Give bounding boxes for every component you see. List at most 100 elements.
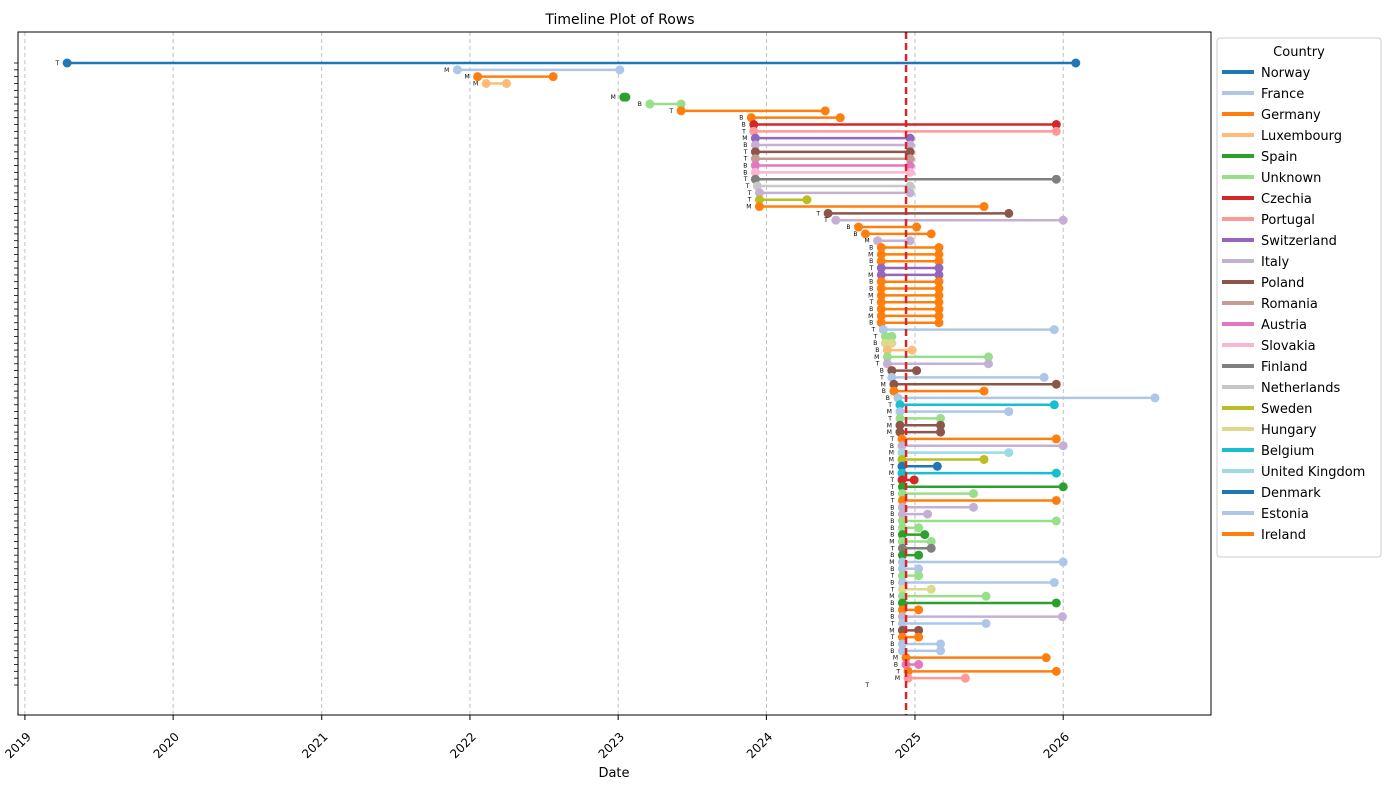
row-start-marker — [897, 495, 907, 505]
row-start-marker — [876, 277, 886, 287]
row-start-marker — [897, 482, 907, 492]
timeline-row: B — [890, 646, 946, 656]
timeline-row: M — [893, 653, 1051, 663]
legend-entry-label: Poland — [1261, 276, 1304, 291]
row-start-marker — [880, 338, 890, 348]
row-start-marker — [897, 502, 907, 512]
row-label: T — [741, 128, 746, 135]
row-start-marker — [854, 222, 864, 232]
row-label: B — [846, 224, 850, 231]
row-label: M — [611, 94, 616, 101]
timeline-row: B — [875, 345, 917, 355]
legend-entry-label: Germany — [1261, 108, 1321, 123]
timeline-row: T — [889, 434, 1061, 444]
row-start-marker — [889, 386, 899, 396]
row-end-marker — [1058, 482, 1068, 492]
timeline-row: M — [611, 92, 631, 102]
row-label: M — [868, 313, 873, 320]
legend-box — [1216, 37, 1382, 558]
x-axis-label: Date — [598, 766, 629, 781]
legend: Country Norway France Germany Luxembourg Spai… — [1216, 37, 1382, 558]
row-start-marker — [452, 65, 462, 75]
timeline-row: M — [868, 270, 944, 280]
row-start-marker — [754, 188, 764, 198]
row-label: B — [890, 511, 894, 518]
plot-frame — [17, 31, 1212, 716]
row-end-marker — [934, 256, 944, 266]
timeline-row: B — [869, 318, 944, 328]
row-end-marker — [905, 188, 915, 198]
row-end-marker — [979, 202, 989, 212]
row-end-marker — [926, 543, 936, 553]
timeline-row: T — [890, 495, 1061, 505]
timeline-row: B — [880, 366, 922, 376]
row-start-marker — [882, 345, 892, 355]
row-end-marker — [1058, 215, 1068, 225]
timeline-row: T — [668, 106, 830, 116]
row-label: B — [890, 579, 894, 586]
legend-entry-label: Austria — [1261, 318, 1307, 333]
timeline-row: B — [869, 243, 944, 253]
timeline-row: M — [868, 311, 944, 321]
row-start-marker — [897, 632, 907, 642]
row-end-marker — [979, 454, 989, 464]
row-end-marker — [932, 461, 942, 471]
row-label: T — [815, 210, 820, 217]
row-label: B — [875, 347, 879, 354]
row-end-marker — [914, 625, 924, 635]
timeline-row: M — [473, 79, 511, 89]
row-label: B — [890, 648, 894, 655]
row-end-marker — [934, 297, 944, 307]
row-end-marker — [934, 290, 944, 300]
legend-entry-label: France — [1261, 87, 1304, 102]
row-label: T — [823, 217, 828, 224]
row-label: T — [747, 190, 752, 197]
row-start-marker — [897, 454, 907, 464]
row-end-marker — [1051, 379, 1061, 389]
timeline-row: T — [887, 400, 1059, 410]
row-start-marker — [754, 202, 764, 212]
row-end-marker — [1051, 468, 1061, 478]
legend-entry-label: Switzerland — [1261, 234, 1337, 249]
legend-entry-label: Luxembourg — [1261, 129, 1342, 144]
timeline-row: T — [743, 154, 915, 164]
row-label: B — [890, 641, 894, 648]
row-start-marker — [876, 318, 886, 328]
timeline-row: M — [889, 468, 1061, 478]
row-label: T — [889, 477, 894, 484]
row-label: M — [881, 381, 886, 388]
x-tick-label: 2026 — [1041, 730, 1072, 761]
timeline-row: T — [890, 571, 924, 581]
row-end-marker — [914, 632, 924, 642]
row-end-marker — [981, 591, 991, 601]
row-label: M — [889, 593, 894, 600]
row-label: M — [889, 559, 894, 566]
row-start-marker — [645, 99, 655, 109]
row-end-marker — [926, 536, 936, 546]
timeline-row: T — [879, 372, 1049, 382]
row-start-marker — [897, 543, 907, 553]
legend-entry-label: Hungary — [1261, 423, 1317, 438]
row-label: B — [869, 245, 873, 252]
timeline-row: M — [887, 427, 946, 437]
legend-entry-label: Ireland — [1261, 528, 1306, 543]
row-label: M — [895, 675, 900, 682]
row-label: B — [743, 142, 747, 149]
timeline-row: B — [869, 256, 944, 266]
timeline-row: M — [887, 420, 946, 430]
row-end-marker — [934, 249, 944, 259]
timeline-row: T — [890, 618, 991, 628]
row-end-marker — [905, 147, 915, 157]
row-start-marker — [897, 461, 907, 471]
timeline-row: T — [890, 543, 936, 553]
row-start-marker — [752, 181, 762, 191]
row-end-marker — [1051, 120, 1061, 130]
row-end-marker — [934, 277, 944, 287]
timeline-row: B — [739, 113, 845, 123]
x-tick-label: 2020 — [151, 730, 182, 761]
row-label: B — [638, 101, 642, 108]
row-end-marker — [1051, 666, 1061, 676]
legend-entry-label: Belgium — [1261, 444, 1314, 459]
row-start-marker — [860, 229, 870, 239]
row-label: M — [887, 429, 892, 436]
